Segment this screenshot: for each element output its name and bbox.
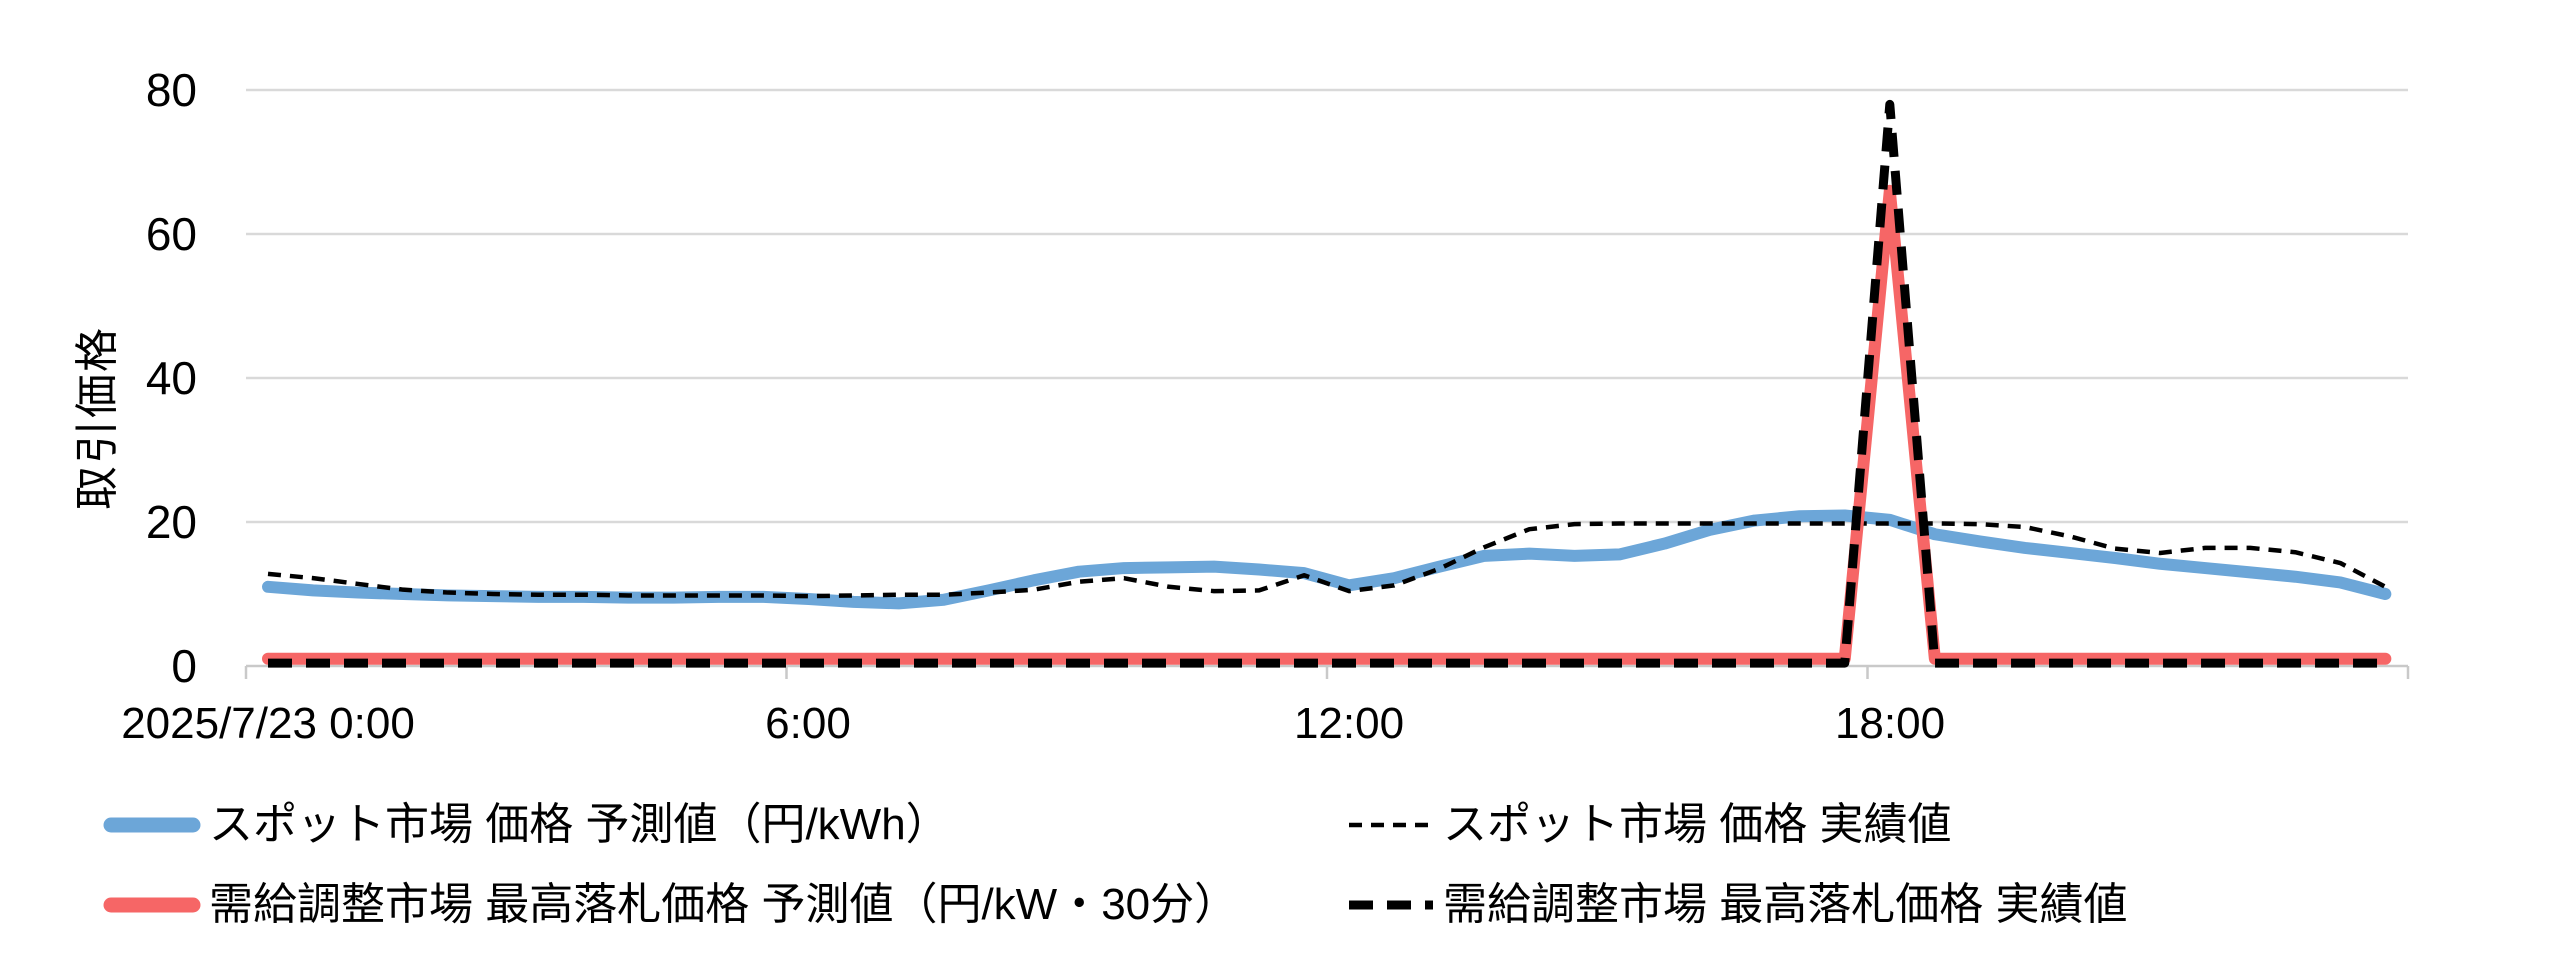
series-line-0 [262,509,2392,610]
y-tick-label-0: 0 [171,640,197,692]
legend-item-spot-forecast: スポット市場 価格 予測値（円/kWh） [103,797,950,853]
y-axis-title: 取引価格 [73,326,122,510]
series-line-1 [267,521,2387,599]
adjustment-forecast-line-swatch [103,897,201,913]
series-line-2 [262,184,2392,665]
legend-label-spot-forecast: スポット市場 価格 予測値（円/kWh） [209,800,950,849]
legend-item-spot-actual: スポット市場 価格 実績値 [1347,797,1951,853]
y-tick-label-40: 40 [145,352,197,404]
x-tick-label-1200: 12:00 [1293,699,1405,748]
y-tick-label-80: 80 [145,64,197,116]
legend-item-adjustment-forecast: 需給調整市場 最高落札価格 予測値（円/kW・30分） [103,877,1238,933]
x-tick-label-0000: 2025/7/23 0:00 [121,699,415,748]
x-tick-label-1800: 18:00 [1834,699,1946,748]
x-tick-label-0600: 6:00 [765,699,851,748]
legend-label-adjustment-forecast: 需給調整市場 最高落札価格 予測値（円/kW・30分） [209,880,1239,929]
spot-forecast-line-swatch [103,817,201,833]
legend-item-adjustment-actual: 需給調整市場 最高落札価格 実績値 [1347,877,2127,933]
y-tick-label-60: 60 [145,208,197,260]
spot-actual-line-swatch [1349,822,1433,828]
y-tick-label-20: 20 [145,496,197,548]
legend-label-adjustment-actual: 需給調整市場 最高落札価格 実績値 [1443,880,2128,929]
series-line-3 [268,99,2386,668]
legend-label-spot-actual: スポット市場 価格 実績値 [1443,800,1952,849]
adjustment-actual-line-swatch [1349,900,1433,910]
